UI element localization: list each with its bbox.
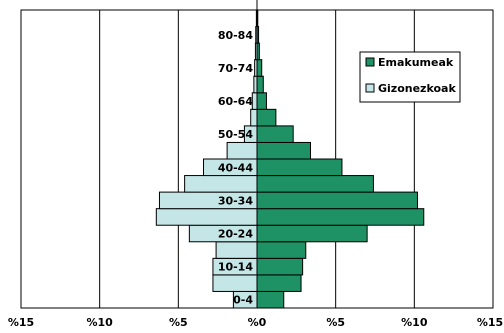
age-label: 40-44 (218, 161, 254, 174)
bar-gizonezkoak-45-49 (226, 141, 258, 160)
age-label: 0-4 (233, 294, 253, 307)
bar-emakumeak-30-34 (256, 191, 418, 210)
bar-gizonezkoak-15-19 (215, 241, 258, 259)
legend-box (359, 51, 461, 103)
bar-gizonezkoak-5-9 (212, 274, 258, 292)
bar-emakumeak-20-24 (256, 224, 368, 243)
age-label: 60-64 (218, 95, 254, 108)
x-tick-label: %0 (248, 316, 267, 329)
x-tick-label: %15 (477, 316, 503, 329)
x-tick-label: %10 (86, 316, 113, 329)
bar-emakumeak-5-9 (256, 274, 302, 292)
age-label: 80-84 (218, 29, 254, 42)
bar-emakumeak-40-44 (256, 158, 343, 177)
legend-label-gizonezkoak: Gizonezkoak (378, 82, 456, 95)
bar-emakumeak-50-54 (256, 125, 294, 143)
bar-gizonezkoak-25-29 (155, 208, 258, 226)
bar-emakumeak-10-14 (256, 257, 304, 276)
age-label: 10-14 (218, 261, 254, 274)
bar-emakumeak-0-4 (256, 290, 285, 309)
x-axis-ticks: %15 %10 %5 %0 %5 %10 %15 (8, 316, 503, 329)
legend-swatch-emakumeak (365, 57, 375, 67)
x-tick-label: %5 (326, 316, 345, 329)
age-label: 50-54 (218, 128, 254, 141)
age-label: 30-34 (218, 194, 254, 207)
bar-gizonezkoak-35-39 (184, 175, 258, 193)
x-tick-label: %10 (401, 316, 428, 329)
age-label: 70-74 (218, 62, 254, 75)
bar-emakumeak-35-39 (256, 175, 374, 193)
bar-emakumeak-55-59 (256, 108, 277, 127)
bar-emakumeak-60-64 (256, 92, 267, 110)
age-labels: 0-4 10-14 20-24 30-34 40-44 50-54 60-64 70-74 80… (218, 29, 254, 307)
bar-gizonezkoak-55-59 (250, 108, 258, 127)
bar-emakumeak-15-19 (256, 241, 307, 259)
legend-label-emakumeak: Emakumeak (378, 56, 454, 69)
legend-swatch-gizonezkoak (365, 83, 375, 93)
bar-emakumeak-65-69 (256, 75, 264, 94)
x-tick-label: %5 (169, 316, 188, 329)
x-tick-label: %15 (8, 316, 34, 329)
bar-emakumeak-25-29 (256, 208, 425, 226)
bar-emakumeak-70-74 (256, 59, 263, 77)
legend: Emakumeak Gizonezkoak (359, 51, 461, 103)
age-label: 20-24 (218, 228, 254, 241)
bar-emakumeak-45-49 (256, 141, 311, 160)
